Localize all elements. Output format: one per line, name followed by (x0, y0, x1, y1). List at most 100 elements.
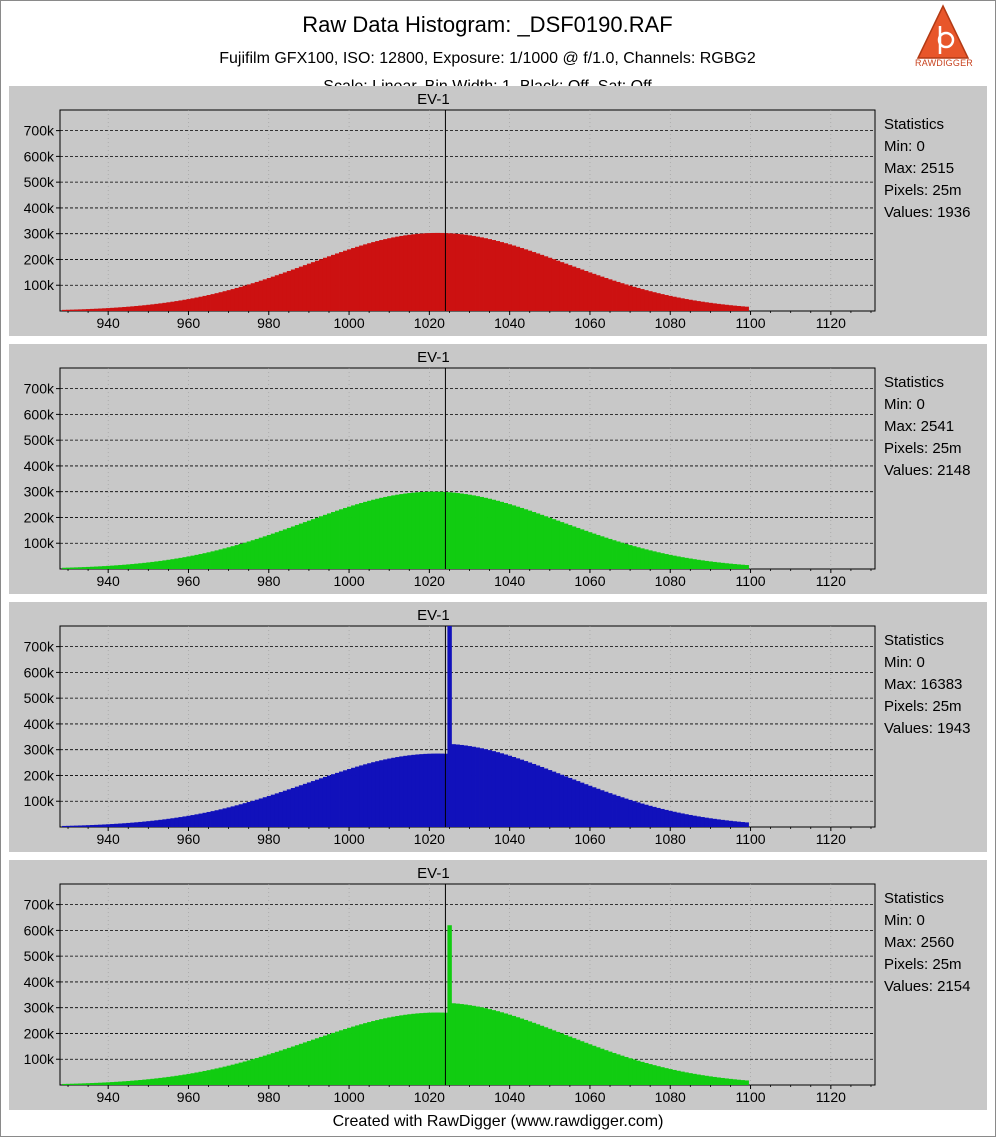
histogram-bar (278, 530, 284, 569)
histogram-bar (78, 309, 83, 311)
histogram-bar (595, 275, 601, 311)
page-subtitle2: Scale: Linear, Bin Width: 1, Black: Off,… (323, 78, 652, 87)
histogram-bar (230, 289, 236, 311)
histogram-bar (270, 276, 276, 311)
x-tick-label: 960 (177, 1089, 201, 1105)
histogram-bar (559, 1033, 565, 1085)
histogram-bar (660, 553, 665, 569)
histogram-bar (523, 1019, 529, 1085)
statistics-values: Values: 1943 (884, 720, 971, 737)
statistics-heading: Statistics (884, 632, 945, 649)
histogram-bar (523, 249, 529, 311)
histogram-bar (314, 517, 320, 569)
histogram-bar (612, 280, 617, 311)
histogram-bar (166, 559, 171, 569)
histogram-bar (411, 1013, 416, 1085)
histogram-bar (527, 510, 533, 569)
histogram-bar (543, 256, 549, 311)
y-tick-label: 400k (24, 974, 55, 990)
histogram-bar (310, 781, 316, 827)
histogram-bar (587, 272, 593, 311)
histogram-bar (371, 242, 376, 311)
histogram-bar (274, 275, 280, 311)
histogram-bar (158, 303, 163, 311)
histogram-bar (672, 555, 677, 569)
histogram-bars (62, 626, 749, 827)
y-tick-label: 600k (24, 922, 55, 938)
histogram-bar (587, 1044, 593, 1085)
histogram-bar (567, 777, 573, 827)
histogram-bar (359, 503, 364, 569)
histogram-bar (487, 239, 492, 311)
histogram-bar (487, 1009, 492, 1085)
histogram-bar (242, 803, 248, 827)
histogram-bar (122, 823, 127, 827)
histogram-bar (419, 233, 424, 311)
histogram-bar (571, 779, 577, 827)
x-tick-label: 940 (96, 831, 120, 847)
histogram-bar (174, 301, 179, 311)
histogram-bar (347, 249, 352, 311)
histogram-bar (636, 547, 641, 569)
histogram-bar (656, 1066, 661, 1085)
histogram-bar (250, 800, 256, 827)
histogram-bar (66, 825, 71, 827)
histogram-bar (306, 782, 312, 827)
histogram-bar (579, 269, 585, 311)
histogram-bar (206, 295, 211, 311)
histogram-bar (616, 1054, 621, 1085)
histogram-bar (579, 1041, 585, 1085)
histogram-bar (624, 798, 629, 827)
histogram-bar (531, 512, 537, 569)
histogram-bar (170, 559, 175, 569)
x-tick-label: 1040 (494, 831, 525, 847)
histogram-bar (343, 250, 348, 311)
histogram-bar (431, 753, 436, 827)
histogram-bar (664, 554, 669, 569)
histogram-bar (367, 243, 372, 311)
x-tick-label: 1060 (574, 315, 605, 331)
histogram-bar (503, 243, 509, 311)
histogram-bar (210, 1069, 215, 1085)
histogram-bar (134, 563, 139, 569)
statistics-box-g: Statistics Min: 0 Max: 2541 Pixels: 25m … (884, 372, 970, 482)
statistics-pixels: Pixels: 25m (884, 440, 962, 457)
histogram-bar (222, 291, 228, 311)
histogram-bar (403, 493, 408, 569)
histogram-bar (467, 746, 472, 827)
histogram-bar (599, 1048, 605, 1085)
histogram-bar (483, 1008, 488, 1085)
histogram-bar (383, 496, 388, 569)
statistics-box-g2: Statistics Min: 0 Max: 2560 Pixels: 25m … (884, 888, 970, 998)
y-tick-label: 100k (24, 1051, 55, 1067)
histogram-bar (138, 563, 143, 569)
histogram-bar (258, 280, 264, 311)
histogram-bar (696, 559, 701, 569)
histogram-bar (114, 1081, 119, 1085)
x-tick-label: 1000 (333, 1089, 364, 1105)
histogram-bar (214, 1068, 219, 1085)
histogram-bar (604, 1050, 609, 1085)
histogram-bar (194, 814, 199, 827)
histogram-bar (330, 774, 336, 827)
histogram-bar (190, 298, 195, 311)
histogram-bar (451, 492, 456, 569)
histogram-bar (222, 1066, 228, 1085)
histogram-bar (194, 1072, 199, 1085)
statistics-pixels: Pixels: 25m (884, 182, 962, 199)
statistics-values: Values: 1936 (884, 204, 971, 221)
histogram-bar (379, 760, 384, 827)
histogram-bar (688, 558, 693, 569)
histogram-bar (668, 295, 673, 311)
histogram-bar (74, 309, 79, 311)
histogram-bar (636, 1060, 641, 1085)
histogram-bar (286, 527, 292, 569)
histogram-bar (423, 1012, 428, 1085)
histogram-bar (583, 1042, 589, 1085)
histogram-bar (728, 563, 733, 569)
histogram-bar (202, 812, 207, 827)
y-tick-label: 600k (24, 148, 55, 164)
histogram-bar (298, 1043, 304, 1085)
y-tick-label: 300k (24, 484, 55, 500)
histogram-bar (286, 270, 292, 311)
